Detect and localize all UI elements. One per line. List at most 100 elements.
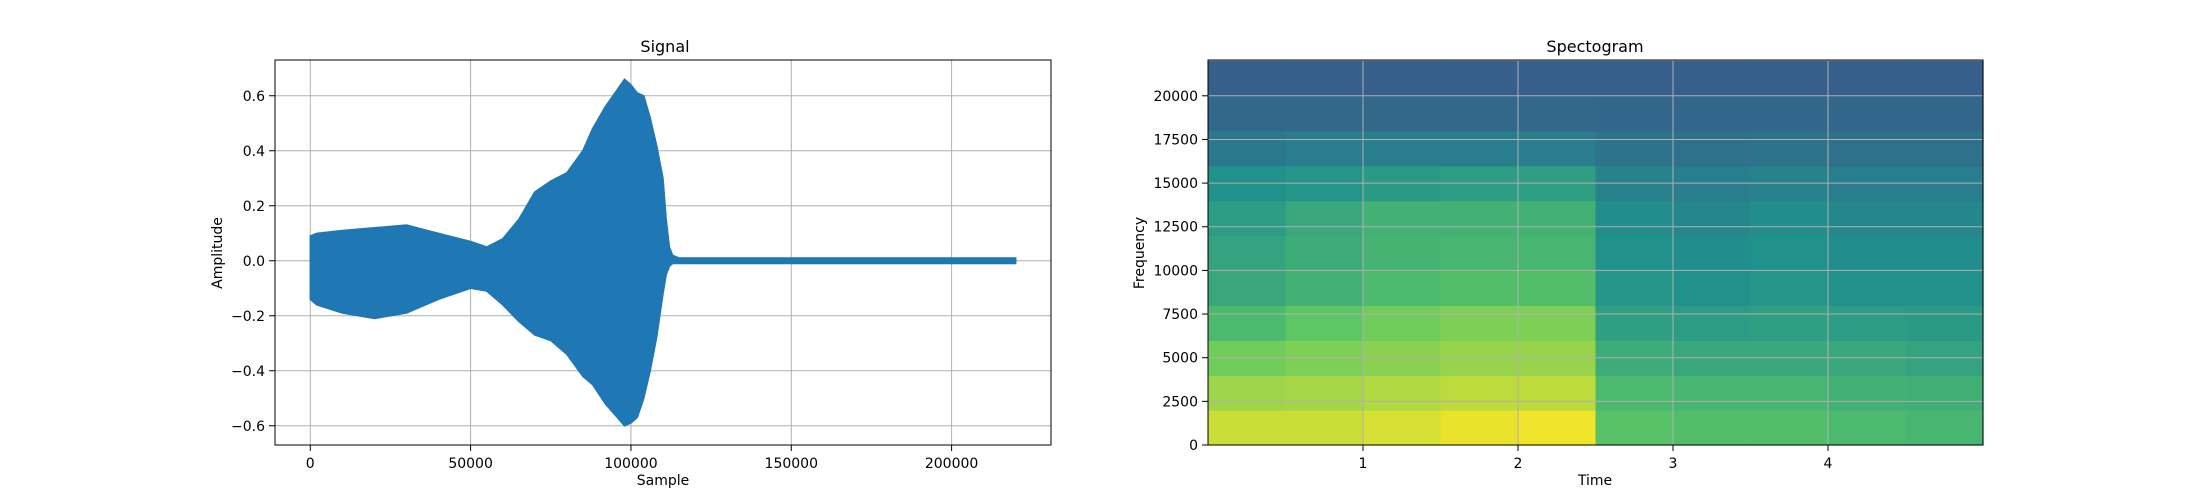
chart-title: Signal	[640, 37, 689, 56]
heatmap-cell	[1518, 60, 1597, 97]
y-tick-label: 20000	[1153, 89, 1198, 105]
heatmap-cell	[1518, 200, 1597, 237]
heatmap-cell	[1363, 60, 1442, 97]
axes-frame	[274, 59, 1052, 446]
heatmap-cell	[1363, 130, 1442, 167]
y-axis-label: Frequency	[1132, 217, 1148, 289]
heatmap-cell	[1208, 375, 1287, 411]
heatmap-cell	[1595, 305, 1674, 341]
heatmap-cell	[1750, 410, 1829, 446]
y-tick-label: 15000	[1153, 176, 1198, 192]
heatmap-cell	[1828, 200, 1907, 237]
heatmap-cell	[1285, 60, 1364, 97]
series-layer	[309, 78, 1017, 427]
heatmap-cell	[1595, 95, 1674, 132]
x-tick-label: 4	[1824, 456, 1833, 472]
heatmap-cell	[1440, 200, 1519, 237]
heatmap-cell	[1440, 235, 1519, 271]
heatmap-cell	[1285, 95, 1364, 132]
heatmap-cell	[1905, 95, 1984, 132]
heatmap-cell	[1440, 130, 1519, 167]
heatmap-cell	[1673, 410, 1752, 446]
heatmap-cell	[1518, 130, 1597, 167]
heatmap-cell	[1595, 60, 1674, 97]
heatmap-cell	[1905, 375, 1984, 411]
heatmap-cell	[1208, 60, 1287, 97]
heatmap-cell	[1440, 375, 1519, 411]
heatmap-cell	[1440, 305, 1519, 341]
heatmap-cell	[1595, 200, 1674, 237]
x-axis-ticks: 1 2 3 4	[1359, 445, 1833, 472]
heatmap-cell	[1905, 200, 1984, 237]
heatmap-cell	[1518, 95, 1597, 132]
heatmap-cell	[1673, 235, 1752, 271]
heatmap-cell	[1440, 270, 1519, 306]
heatmap-cell	[1750, 235, 1829, 271]
heatmap-cell	[1828, 410, 1907, 446]
x-tick-label: 150000	[765, 456, 818, 472]
x-axis-ticks: 0 50000 100000 150000 200000	[306, 445, 978, 472]
heatmap-cell	[1595, 410, 1674, 446]
y-tick-label: 5000	[1162, 351, 1198, 367]
heatmap-cell	[1518, 270, 1597, 306]
heatmap-cell	[1518, 410, 1597, 446]
y-tick-label: −0.6	[231, 419, 265, 435]
x-axis-label: Time	[1577, 473, 1612, 489]
heatmap-cell	[1595, 375, 1674, 411]
heatmap-cell	[1828, 375, 1907, 411]
heatmap-cell	[1285, 305, 1364, 341]
y-tick-label: 7500	[1162, 307, 1198, 323]
x-tick-label: 50000	[448, 456, 493, 472]
heatmap-cell	[1363, 200, 1442, 237]
x-tick-label: 1	[1359, 456, 1368, 472]
y-tick-label: 0.4	[243, 144, 265, 160]
heatmap-cell	[1673, 130, 1752, 167]
heatmap-cell	[1363, 410, 1442, 446]
y-axis-ticks: 0 2500 5000 7500 10000 12500 15000 17500 20000	[1153, 89, 1208, 454]
heatmap-cell	[1440, 95, 1519, 132]
x-tick-label: 200000	[925, 456, 978, 472]
heatmap-cell	[1673, 270, 1752, 306]
chart-title: Spectogram	[1546, 37, 1643, 56]
y-tick-label: −0.2	[231, 309, 265, 325]
heatmap-cell	[1673, 95, 1752, 132]
heatmap-cell	[1518, 305, 1597, 341]
y-tick-label: 0.2	[243, 199, 265, 215]
y-tick-label: −0.4	[231, 364, 265, 380]
y-tick-label: 17500	[1153, 132, 1198, 148]
y-axis-label: Amplitude	[210, 217, 226, 289]
heatmap-cell	[1750, 305, 1829, 341]
grid	[275, 60, 1051, 445]
heatmap-cell	[1828, 95, 1907, 132]
heatmap-cell	[1828, 235, 1907, 271]
heatmap-cell	[1750, 375, 1829, 411]
heatmap-cell	[1905, 410, 1984, 446]
heatmap-cell	[1905, 305, 1984, 341]
heatmap-cell	[1285, 375, 1364, 411]
heatmap-cell	[1208, 130, 1287, 167]
heatmap-cell	[1595, 270, 1674, 306]
y-tick-label: 12500	[1153, 220, 1198, 236]
heatmap-cell	[1673, 375, 1752, 411]
y-tick-label: 0.0	[243, 254, 265, 270]
heatmap-cell	[1208, 305, 1287, 341]
heatmap-cell	[1285, 200, 1364, 237]
y-tick-label: 0.6	[243, 89, 265, 105]
heatmap-cell	[1750, 95, 1829, 132]
x-tick-label: 0	[306, 456, 315, 472]
heatmap-cell	[1750, 130, 1829, 167]
heatmap-cell	[1285, 130, 1364, 167]
heatmap-cell	[1828, 130, 1907, 167]
x-tick-label: 100000	[604, 456, 657, 472]
y-tick-label: 0	[1189, 438, 1198, 454]
heatmap-cell	[1208, 200, 1287, 237]
heatmap-cell	[1363, 375, 1442, 411]
x-tick-label: 2	[1514, 456, 1523, 472]
heatmap-cell	[1750, 60, 1829, 97]
heatmap-cell	[1518, 375, 1597, 411]
heatmap-cell	[1363, 270, 1442, 306]
heatmap-cell	[1828, 305, 1907, 341]
heatmap-cell	[1673, 60, 1752, 97]
heatmap-cell	[1595, 235, 1674, 271]
